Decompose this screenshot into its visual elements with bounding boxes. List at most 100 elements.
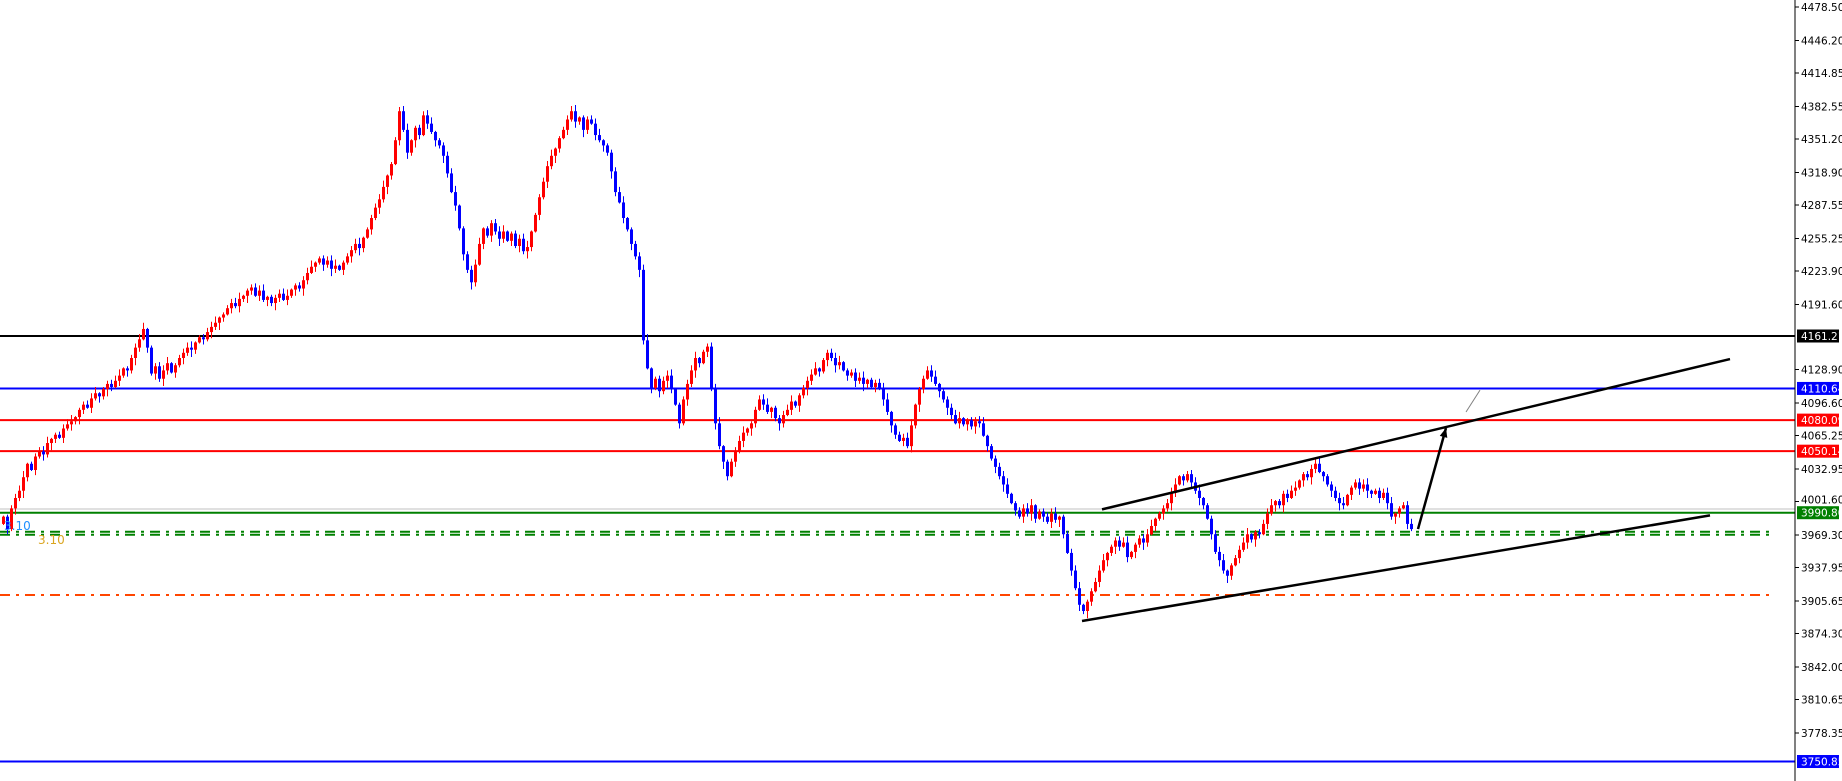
candle-bullish [1154,517,1157,532]
candle-body [1386,492,1389,504]
candle-body [1306,474,1309,478]
candle-bullish [102,387,105,400]
candle-body [1042,511,1045,517]
candle-body [158,366,161,379]
candle-body [526,247,529,252]
candle-bearish [990,444,993,461]
candle-bearish [766,398,769,414]
candle-body [74,417,77,422]
axis-tick-label: 4382.55 [1801,101,1842,113]
candle-body [1122,542,1125,547]
candle-body [26,463,29,478]
candle-bearish [1214,530,1217,554]
candle-body [338,265,341,270]
candle-body [1334,490,1337,498]
candle-body [1254,532,1257,540]
candle-bullish [342,260,345,276]
candle-body [266,296,269,300]
candle-body [1066,534,1069,553]
candle-bearish [1322,471,1325,482]
candle-body [1390,503,1393,517]
candle-body [1022,508,1025,517]
candle-bearish [1066,531,1069,554]
axis-tick-label: 4318.90 [1801,167,1842,179]
candle-body [878,382,881,389]
candle-body [450,173,453,193]
candle-body [1402,505,1405,509]
candle-body [674,389,677,405]
candle-body [702,351,705,364]
price-level-badge [1797,329,1839,343]
candle-bullish [1402,502,1405,510]
candle-bullish [926,366,929,380]
candle-bullish [142,322,145,341]
candle-body [1382,492,1385,498]
candle-body [1318,463,1321,473]
arrow-line [1416,427,1448,530]
candle-body [538,197,541,215]
candle-body [1278,501,1281,506]
price-level-badge-label: 3750.85 [1801,757,1842,769]
candle-body [86,404,89,408]
price-level-badge-label: 4080.09 [1801,415,1842,427]
candle-body [470,269,473,283]
candle-body [670,375,673,390]
candle-bearish [1042,508,1045,522]
price-levels [0,335,1795,763]
axis-tick-label: 4478.50 [1801,2,1842,14]
candle-bearish [794,400,797,408]
candle-bearish [430,117,433,135]
candle-body [1342,503,1345,506]
axis-tick-label: 4191.60 [1801,299,1842,311]
candle-bullish [246,288,249,304]
candle-bullish [802,384,805,399]
candle-body [822,360,825,372]
candle-bullish [654,376,657,391]
candle-bullish [174,363,177,378]
candle-body [998,466,1001,477]
candle-bearish [590,115,593,125]
candle-bullish [666,370,669,389]
candle-body [930,370,933,377]
candle-body [602,140,605,146]
candle-body [798,395,801,406]
candle-bullish [538,194,541,221]
candle-bullish [1266,508,1269,530]
candle-body [262,290,265,300]
candle-body [322,258,325,265]
candle-bearish [634,240,637,260]
candle-bullish [742,426,745,448]
candle-body [118,375,121,381]
candle-body [194,342,197,350]
candle-bullish [178,354,181,368]
candle-bullish [1350,485,1353,501]
candle-bullish [1038,509,1041,520]
candle-body [1226,570,1229,576]
candle-bearish [298,282,301,292]
candle-bullish [310,260,313,275]
candle-bearish [358,237,361,256]
candle-bullish [1382,488,1385,501]
candle-body [1002,476,1005,485]
candle-bullish [70,415,73,431]
left-labels: 3.10 3.10 [4,519,65,547]
candle-bullish [82,401,85,414]
candle-bearish [1330,481,1333,497]
candle-body [794,401,797,406]
candle-body [366,229,369,238]
candle-body [94,393,97,399]
candle-body [438,140,441,146]
candle-bearish [1366,478,1369,498]
candle-bearish [450,168,453,194]
price-level-badge [1797,381,1839,395]
candle-body [478,243,481,265]
candle-body [1114,540,1117,547]
candle-body [1078,588,1081,605]
candle-body [742,432,745,441]
candle-body [238,298,241,307]
candle-bullish [690,365,693,388]
candle-bearish [98,392,101,403]
candle-bullish [1346,493,1349,507]
candle-body [1198,490,1201,498]
candle-body [866,379,869,384]
